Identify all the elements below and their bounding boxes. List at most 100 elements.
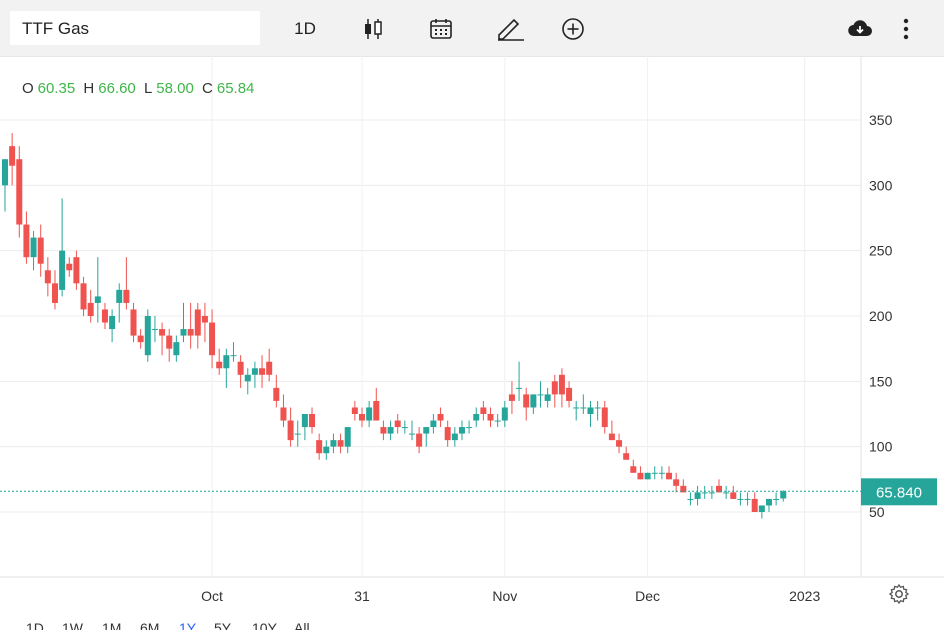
candle-body <box>437 414 444 421</box>
candle-body <box>416 433 423 447</box>
y-tick-label: 350 <box>869 112 893 128</box>
candle <box>501 400 508 428</box>
candle-body <box>209 322 216 356</box>
candle-body <box>101 309 108 323</box>
draw-pencil-icon[interactable] <box>493 13 527 45</box>
interval-button[interactable]: 1D <box>294 19 316 38</box>
candle-body <box>501 407 508 421</box>
candle-body <box>644 472 651 480</box>
candle <box>294 420 301 447</box>
range-button-1m[interactable]: 1M <box>102 620 122 630</box>
candle <box>194 302 201 349</box>
candle <box>137 329 144 349</box>
toolbar: TTF Gas 1D <box>0 0 944 57</box>
candle-body <box>151 329 158 331</box>
candle <box>51 270 58 310</box>
candle-body <box>159 329 166 336</box>
candle-body <box>294 433 301 435</box>
candle <box>280 394 287 428</box>
candle <box>523 387 530 421</box>
candle <box>758 505 765 519</box>
candle <box>66 257 73 277</box>
candle-body <box>544 394 551 401</box>
y-tick-label: 100 <box>869 439 893 455</box>
candle <box>316 433 323 460</box>
candle <box>716 479 722 493</box>
candle <box>637 466 644 480</box>
y-tick-label: 150 <box>869 373 893 389</box>
x-tick-label: Oct <box>201 588 223 604</box>
candle <box>87 289 94 323</box>
download-cloud-icon[interactable] <box>843 13 877 45</box>
candle-body <box>687 498 694 500</box>
low-label: L <box>143 80 153 97</box>
candle <box>80 276 87 316</box>
candle-body <box>116 289 123 303</box>
y-tick-label: 300 <box>869 177 893 193</box>
candle-body <box>630 466 637 473</box>
candle <box>9 133 16 186</box>
more-vertical-icon[interactable] <box>896 13 916 45</box>
candle <box>266 348 273 382</box>
candle-body <box>316 440 323 454</box>
candle-body <box>180 329 187 336</box>
candle <box>337 433 344 454</box>
candle <box>608 420 615 441</box>
candle-body <box>44 270 51 284</box>
candle-body <box>408 433 415 435</box>
price-chart[interactable]: 50 100 150 200 250 300 350 Oct 31 Nov Dec 2023 65.84… <box>0 56 944 617</box>
candle-body <box>137 335 144 343</box>
candle <box>273 374 280 408</box>
candle-body <box>173 342 180 356</box>
add-indicator-icon[interactable] <box>556 13 590 45</box>
candle-body <box>423 427 430 434</box>
candlestick-icon[interactable] <box>356 13 390 45</box>
candle-body <box>59 250 66 290</box>
candle-body <box>309 414 316 428</box>
candle <box>408 420 415 441</box>
settings-gear-icon[interactable] <box>888 583 910 605</box>
candle-body <box>587 407 594 414</box>
candle <box>216 348 223 375</box>
range-button-1d[interactable]: 1D <box>26 620 44 630</box>
range-button-6m[interactable]: 6M <box>140 620 160 630</box>
candle-body <box>23 224 30 258</box>
candle <box>437 407 444 428</box>
candle <box>166 329 173 362</box>
candle-body <box>359 414 365 421</box>
candle <box>594 400 601 421</box>
candle-body <box>508 394 515 401</box>
range-button-5y[interactable]: 5Y <box>214 620 232 630</box>
candle <box>59 198 66 297</box>
high-label: H <box>83 80 95 97</box>
candle <box>144 309 151 362</box>
range-button-1w[interactable]: 1W <box>62 620 83 630</box>
candle-body <box>280 407 287 421</box>
range-button-1y[interactable]: 1Y <box>179 620 197 630</box>
candle <box>323 440 330 460</box>
candle-body <box>701 492 708 494</box>
range-button-10y[interactable]: 10Y <box>252 620 277 630</box>
candle <box>587 400 594 428</box>
candle <box>130 302 137 343</box>
candle-body <box>351 407 358 414</box>
candle <box>366 400 373 428</box>
low-value: 58.00 <box>156 80 194 97</box>
candle-body <box>616 440 623 447</box>
candle <box>444 420 451 447</box>
candle <box>773 492 780 506</box>
candle-body <box>651 472 658 474</box>
candle <box>344 427 351 454</box>
candle <box>351 400 358 421</box>
candle-body <box>259 368 266 375</box>
candle-body <box>637 472 644 480</box>
range-button-all[interactable]: All <box>294 620 310 630</box>
candle-body <box>80 283 87 310</box>
candle <box>694 485 701 506</box>
calendar-icon[interactable] <box>424 13 458 45</box>
symbol-search-input[interactable]: TTF Gas <box>10 11 260 45</box>
candle-body <box>230 355 237 357</box>
candle <box>73 250 80 290</box>
candle <box>580 394 587 414</box>
candle-body <box>780 491 787 499</box>
